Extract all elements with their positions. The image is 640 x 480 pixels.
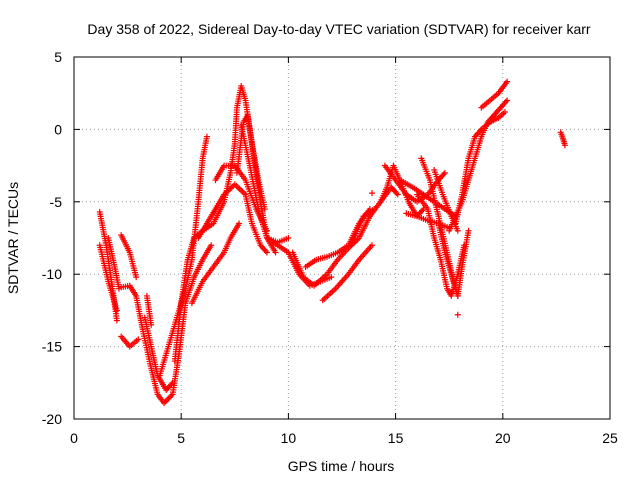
x-tick-label: 0 — [70, 430, 78, 446]
chart-title: Day 358 of 2022, Sidereal Day-to-day VTE… — [87, 21, 590, 37]
data-point — [454, 311, 461, 318]
data-point — [371, 206, 378, 213]
data-point — [203, 133, 210, 140]
y-tick-label: -10 — [42, 266, 62, 282]
plot-frame — [73, 56, 611, 420]
data-point — [272, 249, 279, 256]
x-tick-label: 25 — [602, 430, 618, 446]
data-point — [501, 109, 508, 116]
data-point — [285, 235, 292, 241]
y-tick-label: -20 — [42, 411, 62, 427]
data-point — [504, 78, 511, 85]
data-point — [113, 317, 120, 324]
data-point — [448, 290, 455, 297]
data-point — [133, 274, 140, 281]
y-tick-label: 5 — [54, 49, 62, 65]
data-point — [113, 307, 120, 314]
x-tick-label: 5 — [177, 430, 185, 446]
data-point — [166, 394, 173, 401]
data-point — [369, 242, 376, 249]
data-point — [263, 249, 270, 256]
data-point — [328, 274, 335, 281]
y-tick-label: -15 — [42, 339, 62, 355]
y-tick-label: 0 — [54, 121, 62, 137]
data-point — [236, 220, 243, 227]
x-axis-label: GPS time / hours — [288, 458, 395, 474]
y-axis-label: SDTVAR / TECUs — [5, 182, 21, 294]
x-tick-label: 15 — [388, 430, 404, 446]
data-point — [148, 321, 155, 328]
axis-ticks: 0 5 10 15 20 25 5 0 -5 -10 -15 -20 — [42, 49, 618, 446]
x-tick-label: 20 — [495, 430, 511, 446]
data-point — [163, 397, 170, 404]
data-point — [394, 191, 401, 198]
data-point — [465, 227, 472, 234]
data-point — [441, 169, 448, 176]
data-point — [369, 190, 376, 197]
data-point — [454, 227, 461, 234]
data-point — [561, 142, 568, 149]
data-point — [165, 395, 172, 402]
data-point — [169, 379, 176, 386]
data-points — [96, 78, 568, 407]
x-tick-label: 10 — [281, 430, 297, 446]
data-point — [504, 97, 511, 104]
data-point — [135, 336, 142, 343]
y-tick-label: -5 — [50, 194, 63, 210]
data-point — [208, 242, 215, 249]
